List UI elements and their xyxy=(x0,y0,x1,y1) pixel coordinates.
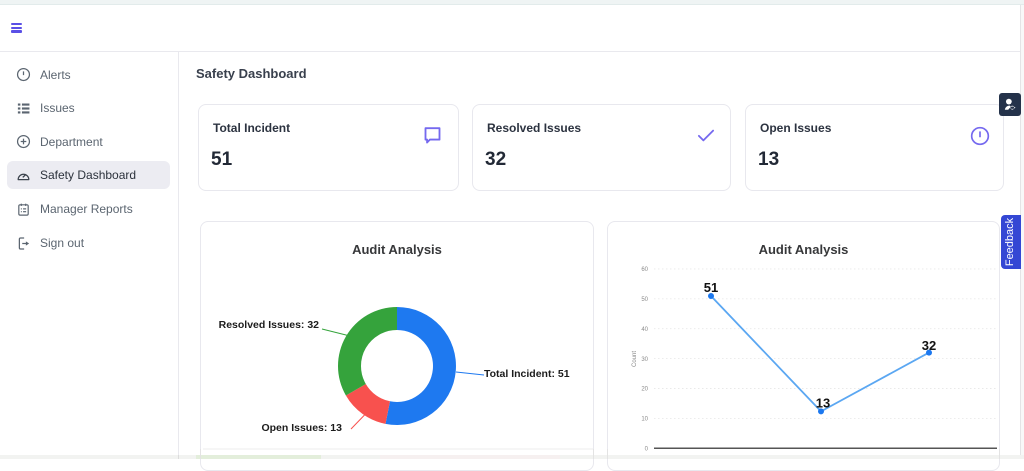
svg-text:30: 30 xyxy=(641,357,648,363)
svg-text:51: 51 xyxy=(704,280,718,295)
svg-text:32: 32 xyxy=(922,338,936,353)
svg-text:10: 10 xyxy=(641,417,648,423)
svg-text:40: 40 xyxy=(641,327,648,333)
svg-text:60: 60 xyxy=(641,267,648,273)
svg-text:50: 50 xyxy=(641,297,648,303)
svg-text:20: 20 xyxy=(641,387,648,393)
svg-text:13: 13 xyxy=(816,396,830,411)
svg-text:Count: Count xyxy=(632,351,638,367)
svg-text:0: 0 xyxy=(645,447,649,453)
